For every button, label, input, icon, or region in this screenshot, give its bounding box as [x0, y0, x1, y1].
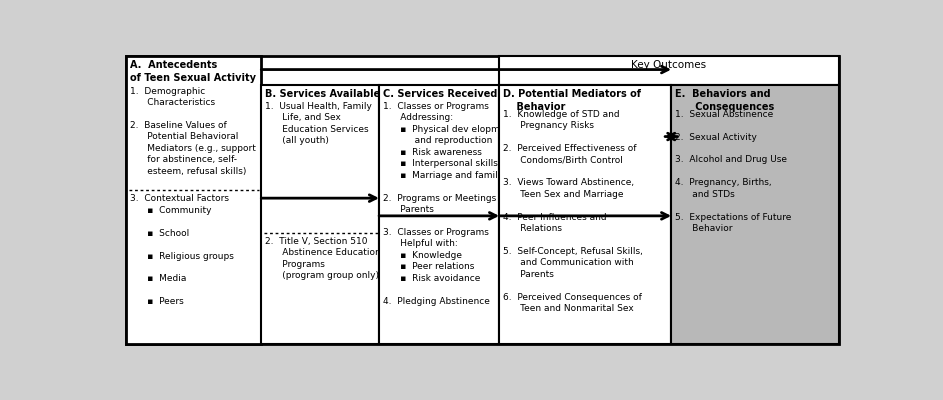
- Text: 2.  Title V, Section 510
      Abstinence Education
      Programs
      (progra: 2. Title V, Section 510 Abstinence Educa…: [265, 237, 381, 280]
- Text: 3.  Contextual Factors
      ▪  Community

      ▪  School

      ▪  Religious g: 3. Contextual Factors ▪ Community ▪ Scho…: [130, 194, 234, 306]
- Text: C. Services Received: C. Services Received: [383, 89, 497, 99]
- Text: A.  Antecedents
of Teen Sexual Activity: A. Antecedents of Teen Sexual Activity: [130, 60, 256, 83]
- Text: B. Services Available: B. Services Available: [265, 89, 380, 99]
- Text: D. Potential Mediators of
    Behavior: D. Potential Mediators of Behavior: [503, 89, 641, 112]
- Bar: [379, 85, 499, 344]
- Text: 1.  Sexual Abstinence

2.  Sexual Activity

3.  Alcohol and Drug Use

4.  Pregna: 1. Sexual Abstinence 2. Sexual Activity …: [675, 110, 791, 233]
- Text: E.  Behaviors and
      Consequences: E. Behaviors and Consequences: [675, 89, 774, 112]
- Bar: [671, 85, 838, 344]
- Bar: [499, 56, 838, 85]
- Bar: [499, 85, 671, 344]
- Text: 1.  Knowledge of STD and
      Pregnancy Risks

2.  Perceived Effectiveness of
 : 1. Knowledge of STD and Pregnancy Risks …: [503, 110, 643, 313]
- Text: Key Outcomes: Key Outcomes: [631, 60, 706, 70]
- Text: 1.  Demographic
      Characteristics

2.  Baseline Values of
      Potential Be: 1. Demographic Characteristics 2. Baseli…: [130, 86, 256, 176]
- Text: 1.  Usual Health, Family
      Life, and Sex
      Education Services
      (all: 1. Usual Health, Family Life, and Sex Ed…: [265, 102, 372, 145]
- Text: 1.  Classes or Programs
      Addressing:
      ▪  Physical dev elopment
       : 1. Classes or Programs Addressing: ▪ Phy…: [383, 102, 520, 306]
- Bar: [125, 56, 261, 344]
- Bar: [261, 85, 379, 344]
